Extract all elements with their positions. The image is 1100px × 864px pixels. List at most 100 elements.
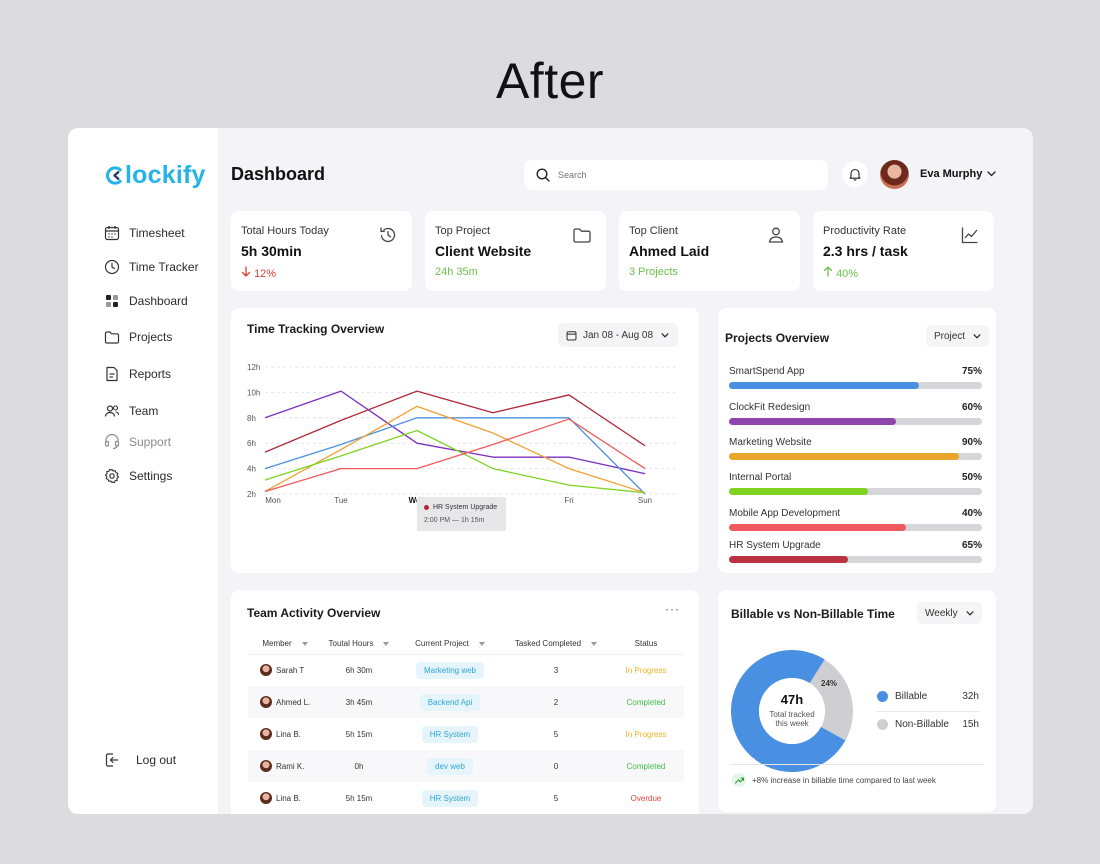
stat-label: Top Project	[435, 225, 491, 237]
billable-period-select[interactable]: Weekly	[917, 602, 982, 624]
y-tick-label: 6h	[247, 439, 256, 448]
projects-overview-card: Projects Overview Project SmartSpend App…	[718, 308, 996, 573]
table-row[interactable]: Ahmed L. 3h 45m Backend Api 2 Completed	[248, 686, 684, 718]
project-tag: Marketing web	[415, 661, 485, 679]
member-name: Ahmed L.	[276, 697, 311, 707]
logout-button[interactable]: Log out	[104, 750, 176, 770]
x-tick-label: Fri	[564, 496, 574, 505]
logout-label: Log out	[136, 753, 177, 767]
billable-note-text: +8% increase in billable time compared t…	[752, 775, 936, 785]
team-activity-table: Member Toutal Hours Current Project Tasked …	[248, 634, 684, 814]
chevron-down-icon	[973, 333, 981, 339]
table-row[interactable]: Sarah T 6h 30m Marketing web 3 In Progress	[248, 654, 684, 686]
stat-label: Top Client	[629, 225, 678, 237]
member-avatar	[260, 760, 272, 772]
folder-icon	[573, 228, 591, 243]
x-tick-label: Sun	[638, 496, 652, 505]
project-name: Marketing Website	[729, 437, 812, 448]
column-header[interactable]: Tasked Completed	[504, 634, 608, 655]
project-filter-select[interactable]: Project	[926, 325, 990, 347]
billable-donut-chart	[731, 650, 853, 772]
sidebar-item-label: Reports	[129, 367, 172, 381]
sidebar-item-reports[interactable]: Reports	[104, 364, 171, 384]
stat-value: 2.3 hrs / task	[823, 243, 908, 259]
sidebar-item-support[interactable]: Support	[104, 432, 171, 452]
page-title: Dashboard	[231, 164, 326, 184]
stat-card-top-project: Top Project Client Website 24h 35m	[425, 211, 606, 291]
search-bar[interactable]	[524, 160, 828, 190]
progress-fill	[729, 382, 919, 389]
progress-fill	[729, 488, 869, 495]
sidebar-item-time-tracker[interactable]: Time Tracker	[104, 257, 199, 277]
billable-note: +8% increase in billable time compared t…	[732, 773, 936, 787]
member-avatar	[260, 728, 272, 740]
notification-button[interactable]	[842, 161, 868, 187]
legend-label: Billable	[895, 691, 928, 702]
project-percent: 50%	[961, 472, 982, 483]
search-icon	[536, 168, 550, 182]
column-header[interactable]: Status	[608, 634, 684, 655]
column-header[interactable]: Member	[248, 634, 322, 655]
logout-icon	[105, 753, 119, 767]
sidebar-item-projects[interactable]: Projects	[104, 327, 172, 347]
search-input[interactable]	[558, 170, 798, 180]
legend-billable: Billable 32h	[877, 691, 979, 702]
sidebar-item-label: Settings	[129, 469, 173, 483]
progress-track	[729, 488, 982, 495]
series-line	[264, 405, 646, 494]
bell-icon	[849, 168, 861, 181]
project-cell: Marketing web	[396, 654, 504, 686]
legend-value: 32h	[962, 691, 979, 702]
sort-icon	[478, 642, 485, 647]
sidebar-item-team[interactable]: Team	[104, 401, 158, 421]
progress-track	[729, 524, 982, 531]
column-header-label: Current Project	[415, 639, 469, 649]
status-badge: In Progress	[625, 665, 667, 675]
more-options-icon[interactable]: ···	[665, 602, 680, 616]
status-cell: In Progress	[608, 654, 684, 686]
stat-sub-text: 3 Projects	[629, 266, 678, 278]
avatar[interactable]	[880, 160, 909, 189]
y-tick-label: 2h	[247, 490, 256, 499]
column-header-label: Tasked Completed	[514, 639, 582, 649]
project-name: Mobile App Development	[729, 508, 841, 519]
projects-overview-title: Projects Overview	[725, 331, 830, 345]
chart-tooltip-time: 2:00 PM — 1h 15m	[424, 517, 485, 524]
sidebar-item-dashboard[interactable]: Dashboard	[104, 291, 188, 311]
legend-value: 15h	[962, 719, 979, 730]
stat-sub-text: 40%	[836, 268, 859, 280]
column-header[interactable]: Toutal Hours	[322, 634, 396, 655]
status-cell: Completed	[608, 686, 684, 718]
donut-center-label-2: this week	[775, 719, 809, 728]
sidebar-item-timesheet[interactable]: Timesheet	[104, 223, 185, 243]
tasks-cell: 3	[553, 665, 559, 675]
status-badge: Completed	[626, 697, 666, 707]
project-tag: HR System	[421, 725, 479, 743]
team-activity-title: Team Activity Overview	[247, 606, 381, 620]
user-menu[interactable]: Eva Murphy	[920, 168, 997, 180]
stat-label: Productivity Rate	[823, 225, 907, 237]
date-range-picker[interactable]: Jan 08 - Aug 08	[558, 323, 678, 347]
member-cell: Ahmed L.	[248, 686, 322, 718]
status-badge: Completed	[626, 761, 666, 771]
chevron-down-icon	[987, 171, 997, 177]
donut-hole	[759, 678, 825, 744]
series-line	[264, 418, 646, 493]
table-row[interactable]: Lina B. 5h 15m HR System 5 Overdue	[248, 782, 684, 814]
progress-fill	[729, 418, 896, 425]
tooltip-title-text: HR System Upgrade	[433, 504, 498, 511]
chart-tooltip-box	[417, 497, 506, 531]
column-header-label: Member	[262, 639, 292, 649]
member-cell: Lina B.	[248, 718, 322, 750]
arrow-up-icon	[823, 266, 833, 277]
report-icon	[106, 366, 118, 382]
stat-card-productivity: Productivity Rate 2.3 hrs / task 40%	[813, 211, 994, 291]
project-tag: dev web	[427, 757, 473, 775]
progress-fill	[729, 556, 848, 563]
y-tick-label: 4h	[247, 465, 256, 474]
table-row[interactable]: Lina B. 5h 15m HR System 5 In Progress	[248, 718, 684, 750]
column-header[interactable]: Current Project	[396, 634, 504, 655]
sidebar-item-settings[interactable]: Settings	[104, 466, 172, 486]
logo-mark-icon	[106, 166, 122, 185]
table-row[interactable]: Rami K. 0h dev web 0 Completed	[248, 750, 684, 782]
